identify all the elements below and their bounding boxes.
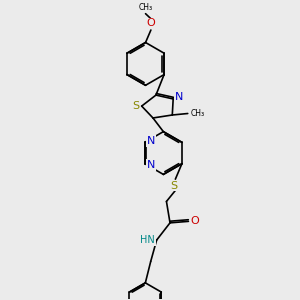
Text: CH₃: CH₃ xyxy=(139,3,153,12)
Text: O: O xyxy=(190,216,199,226)
Text: O: O xyxy=(146,19,155,28)
Text: N: N xyxy=(147,160,156,170)
Text: S: S xyxy=(170,181,177,191)
Text: S: S xyxy=(132,101,139,111)
Text: N: N xyxy=(175,92,183,103)
Text: HN: HN xyxy=(140,235,155,245)
Text: CH₃: CH₃ xyxy=(190,109,205,118)
Text: N: N xyxy=(147,136,156,146)
